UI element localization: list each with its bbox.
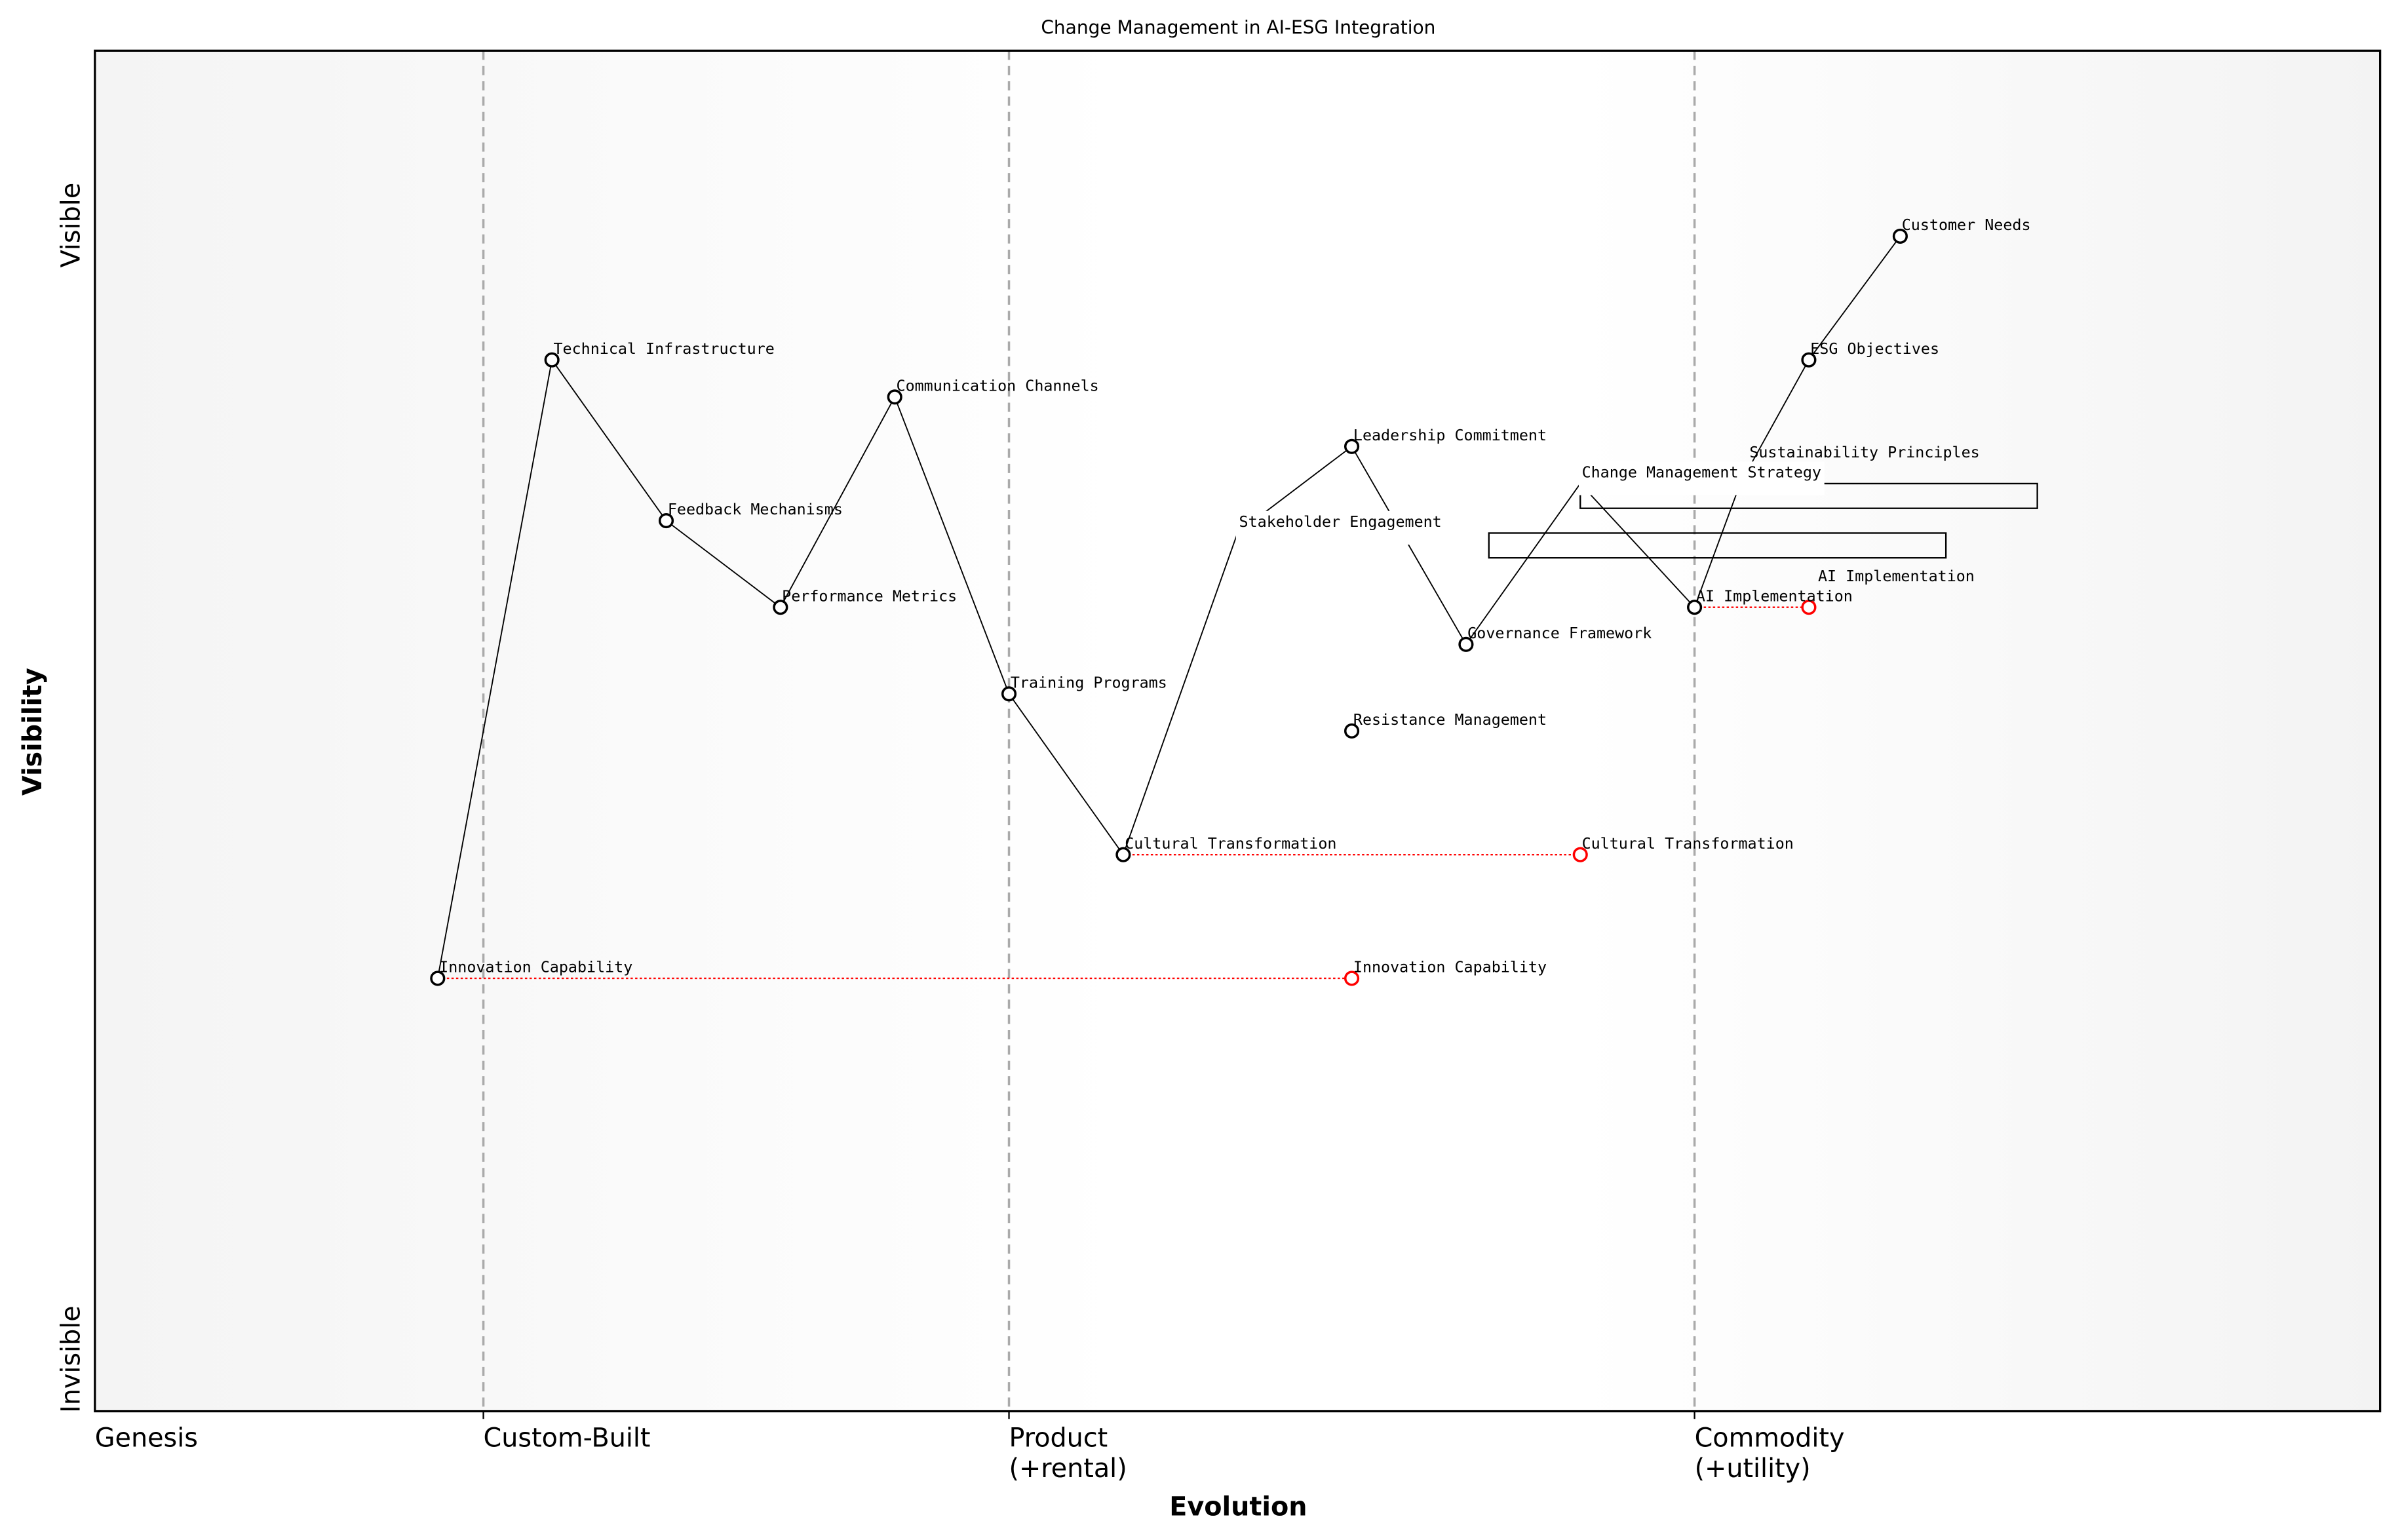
component-marker — [773, 600, 788, 615]
dependency-link — [1694, 483, 1741, 608]
dependency-link — [551, 359, 667, 522]
component-marker — [544, 352, 560, 368]
dependency-link — [1351, 446, 1467, 645]
component-marker — [1001, 686, 1017, 702]
component-label: Stakeholder Engagement — [1239, 512, 1442, 531]
component-marker — [1115, 847, 1131, 862]
component-label: Leadership Commitment — [1353, 426, 1547, 444]
stage-label: Commodity — [1695, 1423, 1845, 1453]
component-label: Governance Framework — [1467, 624, 1652, 642]
dependency-link — [780, 396, 896, 608]
stage-label-sub: (+utility) — [1695, 1453, 1811, 1484]
y-top-label: Visible — [56, 183, 86, 268]
component-label: ESG Objectives — [1810, 339, 1939, 358]
component-label: Cultural Transformation — [1125, 834, 1336, 853]
y-axis-title: Visibility — [18, 668, 48, 796]
component-marker — [1458, 636, 1474, 652]
component-label: AI Implementation — [1696, 587, 1853, 605]
stage-label: Product — [1009, 1423, 1108, 1453]
evolved-component-marker — [1801, 600, 1817, 615]
component-label-background — [1578, 461, 1825, 495]
dependency-link — [894, 396, 1010, 695]
plot-background — [94, 50, 2380, 1412]
chart-title: Change Management in AI-ESG Integration — [1041, 17, 1435, 39]
evolved-component-label: Innovation Capability — [1353, 958, 1547, 976]
component-marker — [887, 389, 902, 405]
pipeline-box — [1488, 532, 1947, 559]
dependency-link — [1808, 235, 1901, 360]
stage-label-sub: (+rental) — [1009, 1453, 1127, 1484]
component-marker — [1801, 352, 1817, 368]
component-label: Customer Needs — [1902, 216, 2031, 234]
dependency-link — [1122, 533, 1239, 855]
component-marker — [1344, 438, 1360, 454]
component-label: Resistance Management — [1353, 710, 1547, 729]
component-label: Innovation Capability — [439, 958, 632, 976]
component-label-background — [1235, 510, 1445, 545]
evolved-component-label: AI Implementation — [1818, 567, 1975, 585]
dependency-link — [665, 520, 781, 608]
component-marker — [658, 513, 674, 529]
evolved-component-marker — [1344, 971, 1360, 986]
component-marker — [430, 971, 446, 986]
dependency-link — [436, 360, 553, 979]
component-marker — [1344, 723, 1360, 739]
evolved-component-marker — [1572, 847, 1588, 862]
y-bottom-label: Invisible — [56, 1305, 86, 1413]
x-axis-title: Evolution — [1169, 1492, 1307, 1522]
component-marker — [1687, 600, 1703, 615]
component-label: Change Management Strategy — [1582, 463, 1821, 482]
component-label: Communication Channels — [897, 376, 1099, 395]
component-label: Feedback Mechanisms — [668, 500, 843, 518]
dependency-link — [1579, 483, 1695, 608]
stage-label: Custom-Built — [484, 1423, 651, 1453]
components: Customer Needs ESG Objectives Sustainabili… — [430, 216, 2031, 986]
component-label: Training Programs — [1011, 673, 1167, 691]
stage-label: Genesis — [95, 1423, 198, 1453]
dependency-links — [436, 235, 1901, 979]
evolution-arrows: AI Implementation Cultural Transformation… — [437, 567, 1975, 986]
dependency-link — [1008, 693, 1124, 855]
dependency-link — [1465, 483, 1581, 645]
component-marker — [1892, 228, 1908, 244]
evolved-component-label: Cultural Transformation — [1582, 834, 1794, 853]
evolution-stage-labels: Genesis Custom-Built Product(+rental) Commo… — [95, 1411, 1845, 1484]
component-label: Sustainability Principles — [1749, 443, 1979, 461]
component-label: Performance Metrics — [782, 587, 957, 605]
component-label: Technical Infrastructure — [554, 339, 775, 358]
plot-frame — [94, 49, 2382, 1413]
